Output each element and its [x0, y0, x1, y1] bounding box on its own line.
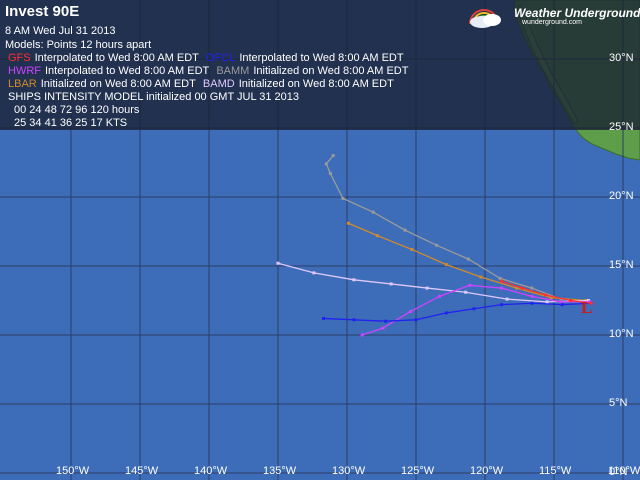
track-point	[500, 303, 504, 307]
track-point	[381, 326, 385, 330]
legend-text-ofcl: Interpolated to Wed 8:00 AM EDT	[239, 52, 404, 64]
track-point	[324, 162, 328, 166]
legend-text-bamm: Initialized on Wed 8:00 AM EDT	[253, 65, 409, 77]
track-point	[408, 310, 412, 314]
track-point	[530, 286, 534, 290]
track-point	[352, 278, 356, 282]
track-point	[505, 297, 509, 301]
cloud-rainbow-icon	[469, 9, 501, 28]
storm-title: Invest 90E	[5, 3, 80, 20]
track-point	[389, 282, 393, 286]
track-point	[560, 303, 564, 307]
track-line	[325, 155, 586, 302]
track-point	[520, 286, 524, 290]
date-line: 8 AM Wed Jul 31 2013	[5, 25, 116, 37]
lon-label: 145°W	[125, 465, 159, 477]
track-point	[464, 290, 468, 294]
weather-underground-logo[interactable]: Weather Underground wunderground.com	[462, 4, 640, 30]
track-point	[425, 286, 429, 290]
ships-hours: 00 24 48 72 96 120 hours	[14, 104, 140, 116]
track-point	[375, 234, 379, 238]
track-point	[403, 228, 407, 232]
track-point	[444, 263, 448, 267]
track-point	[435, 243, 439, 247]
track-point	[559, 300, 563, 304]
ships-header: SHIPS INTENSITY MODEL initialized 00 GMT…	[8, 91, 300, 103]
track-point	[530, 294, 534, 298]
track-point	[410, 247, 414, 251]
track-point	[346, 221, 350, 225]
track-point	[444, 311, 448, 315]
track-point	[352, 318, 356, 322]
legend-text-hwrf: Interpolated to Wed 8:00 AM EDT	[45, 65, 210, 77]
track-point	[479, 275, 483, 279]
lon-label: 140°W	[194, 465, 228, 477]
track-point	[360, 333, 364, 337]
track-point	[371, 210, 375, 214]
legend-text-lbar: Initialized on Wed 8:00 AM EDT	[40, 78, 196, 90]
track-point	[589, 301, 593, 305]
legend-model-bamd: BAMD	[202, 78, 235, 90]
track-point	[530, 301, 534, 305]
track-point	[515, 286, 519, 290]
lat-label: 20°N	[609, 190, 634, 202]
lon-label: 135°W	[263, 465, 297, 477]
header-overlay	[0, 0, 640, 130]
track-point	[500, 286, 504, 290]
lon-label: 110°W	[608, 465, 640, 477]
lat-label: 5°N	[609, 397, 628, 409]
track-point	[341, 196, 345, 200]
lat-label: 30°N	[609, 52, 634, 64]
lat-label: 10°N	[609, 328, 634, 340]
track-point	[437, 294, 441, 298]
lon-label: 115°W	[539, 465, 572, 477]
track-point	[322, 316, 326, 320]
legend-model-ofcl: OFCL	[205, 52, 236, 64]
lon-label: 130°W	[332, 465, 366, 477]
lon-label: 125°W	[401, 465, 435, 477]
track-point	[331, 154, 335, 158]
brand-name: Weather Underground	[514, 6, 640, 20]
lat-label: 15°N	[609, 259, 634, 271]
lat-label: 0°N	[609, 466, 628, 478]
track-point	[312, 271, 316, 275]
legend-row-2: HWRF Interpolated to Wed 8:00 AM EDT BAMM…	[8, 65, 412, 77]
track-point	[466, 257, 470, 261]
legend-model-lbar: LBAR	[8, 78, 37, 90]
track-gfs	[500, 279, 593, 305]
track-point	[384, 319, 388, 323]
legend-text-bamd: Initialized on Wed 8:00 AM EDT	[238, 78, 394, 90]
brand-url: wunderground.com	[522, 19, 582, 26]
storm-low-marker: L	[581, 298, 592, 317]
track-point	[544, 293, 548, 297]
legend-row-1: GFS Interpolated to Wed 8:00 AM EDT OFCL I…	[8, 52, 408, 64]
track-point	[498, 276, 502, 280]
models-line: Models: Points 12 hours apart	[5, 39, 152, 51]
track-point	[549, 296, 553, 300]
track-point	[472, 307, 476, 311]
lon-label: 150°W	[56, 465, 90, 477]
track-point	[545, 300, 549, 304]
track-point	[328, 172, 332, 176]
track-point	[500, 279, 504, 283]
track-point	[468, 283, 472, 287]
track-point	[276, 261, 280, 265]
lat-label: 25°N	[609, 121, 634, 133]
track-hwrf	[360, 283, 592, 337]
legend-text-gfs: Interpolated to Wed 8:00 AM EDT	[34, 52, 199, 64]
ships-kts: 25 34 41 36 25 17 KTS	[14, 117, 128, 129]
legend-model-hwrf: HWRF	[8, 65, 41, 77]
lon-label: 120°W	[470, 465, 504, 477]
legend-model-gfs: GFS	[8, 52, 31, 64]
track-point	[414, 318, 418, 322]
track-line	[323, 302, 592, 322]
legend-model-bamm: BAMM	[216, 65, 250, 77]
track-point	[569, 299, 573, 302]
legend-row-3: LBAR Initialized on Wed 8:00 AM EDT BAMD I…	[8, 78, 398, 90]
model-tracks	[276, 154, 593, 337]
